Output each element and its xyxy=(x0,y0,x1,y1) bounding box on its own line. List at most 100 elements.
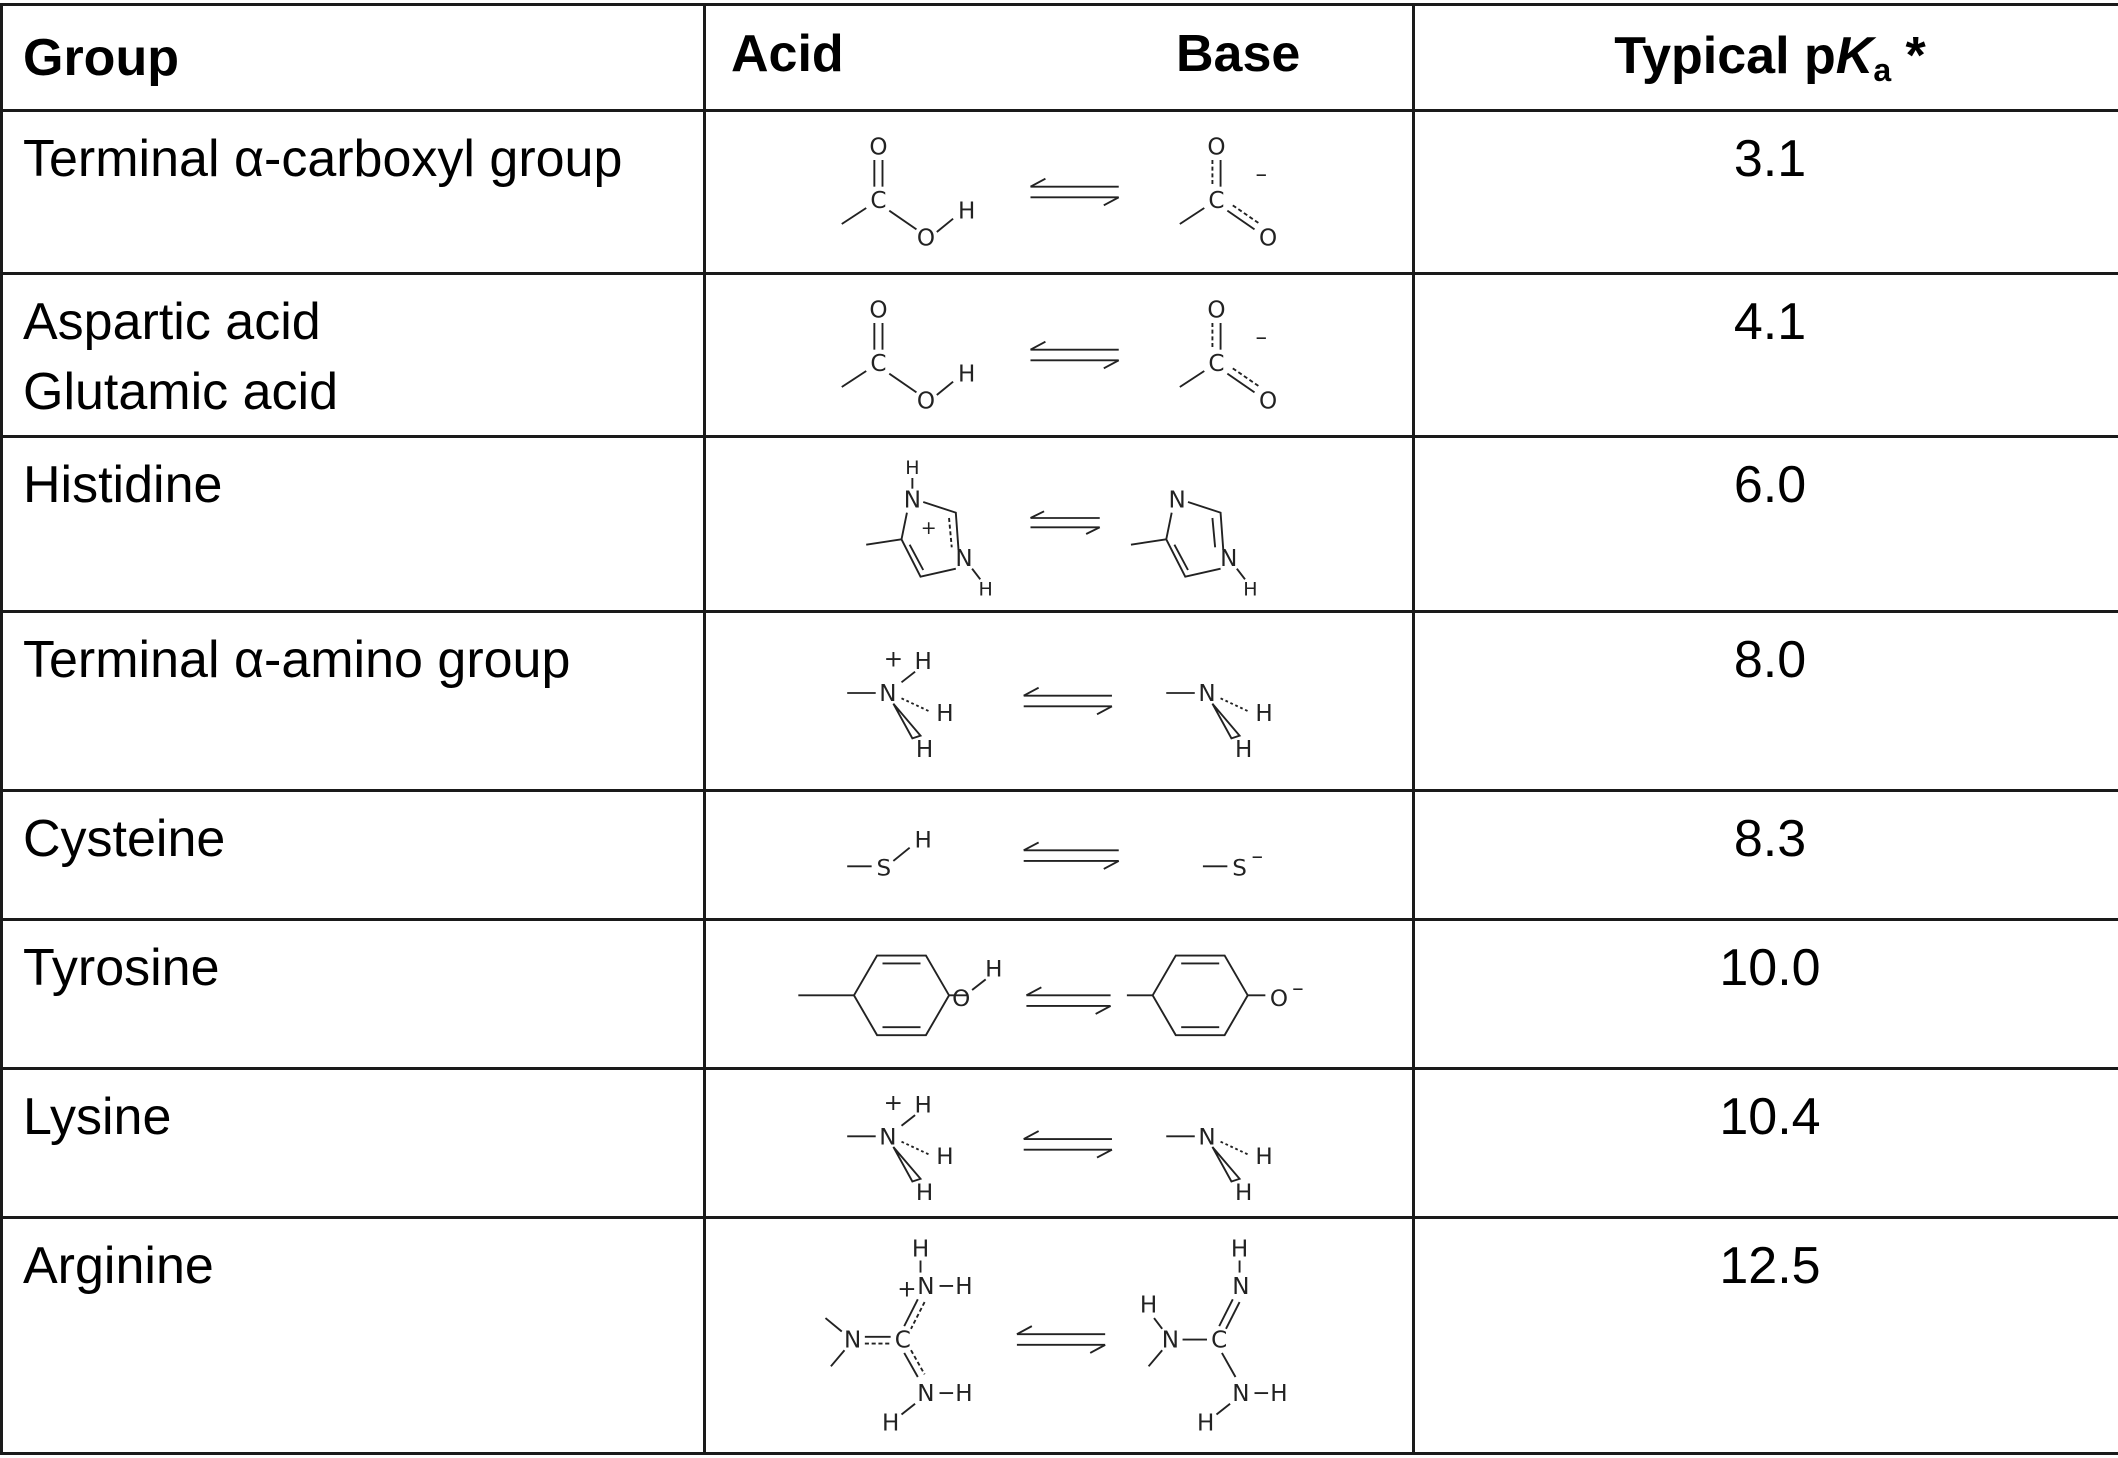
svg-text:H: H xyxy=(916,737,933,763)
pka-value: 12.5 xyxy=(1412,1216,2118,1455)
header-acid-base: Acid Base xyxy=(703,3,1415,112)
svg-text:N: N xyxy=(1198,1125,1215,1151)
svg-text:O: O xyxy=(952,986,970,1012)
svg-text:N: N xyxy=(879,681,896,707)
pka-value: 6.0 xyxy=(1412,435,2118,613)
header-acid: Acid xyxy=(731,25,844,83)
group-cell: Arginine xyxy=(0,1216,706,1455)
svg-text:N: N xyxy=(844,1328,861,1354)
svg-text:H: H xyxy=(1270,1381,1287,1407)
pka-value: 10.4 xyxy=(1412,1067,2118,1219)
header-group: Group xyxy=(0,3,706,112)
group-cell: Histidine xyxy=(0,435,706,613)
svg-text:H: H xyxy=(1235,1180,1252,1206)
svg-text:H: H xyxy=(979,579,993,600)
pka-value: 8.3 xyxy=(1412,789,2118,921)
group-line: Aspartic acid xyxy=(23,293,321,351)
svg-text:H: H xyxy=(1255,701,1272,727)
svg-text:H: H xyxy=(915,828,932,854)
svg-text:H: H xyxy=(905,458,919,479)
svg-text:C: C xyxy=(1208,188,1224,214)
phenol-equilibrium-image: OH O – xyxy=(798,954,1304,1037)
svg-text:H: H xyxy=(936,701,953,727)
structure-cell: + H N H H N H H xyxy=(703,1067,1415,1219)
pka-value: 10.0 xyxy=(1412,918,2118,1070)
group-cell: Cysteine xyxy=(0,789,706,921)
header-group-label: Group xyxy=(23,28,179,87)
svg-text:–: – xyxy=(1256,162,1268,188)
thiol-equilibrium-image: S H S – xyxy=(847,828,1263,882)
svg-text:S: S xyxy=(877,856,892,882)
structure-cell: + H N H H N H H xyxy=(703,610,1415,792)
svg-text:H: H xyxy=(915,649,932,675)
group-cell: Terminal α-amino group xyxy=(0,610,706,792)
svg-text:–: – xyxy=(1251,844,1263,870)
header-pka: Typical pKa * xyxy=(1412,3,2118,112)
svg-text:H: H xyxy=(912,1237,929,1263)
svg-text:H: H xyxy=(958,199,975,225)
svg-text:+: + xyxy=(884,647,903,673)
svg-text:H: H xyxy=(955,1381,972,1407)
svg-text:O: O xyxy=(917,226,935,252)
svg-text:H: H xyxy=(1255,1144,1272,1170)
svg-text:H: H xyxy=(955,1274,972,1300)
svg-text:O: O xyxy=(1270,986,1288,1012)
pka-k: K xyxy=(1835,27,1874,85)
carboxyl-equilibrium-image: O C OH O C O– xyxy=(841,298,1277,415)
svg-text:N: N xyxy=(1232,1274,1249,1300)
svg-text:C: C xyxy=(1211,1328,1227,1354)
svg-text:–: – xyxy=(1292,976,1304,1002)
svg-text:C: C xyxy=(1208,351,1224,377)
pka-table: Group Acid Base Typical pKa * Terminal α… xyxy=(0,3,2118,1455)
svg-text:O: O xyxy=(1207,135,1225,161)
svg-text:H: H xyxy=(915,1093,932,1119)
svg-text:O: O xyxy=(1207,298,1225,324)
svg-text:H: H xyxy=(1197,1411,1214,1437)
svg-text:+: + xyxy=(897,1277,916,1303)
svg-text:H: H xyxy=(1235,737,1252,763)
svg-text:H: H xyxy=(1140,1293,1157,1319)
group-cell: Lysine xyxy=(0,1067,706,1219)
svg-text:C: C xyxy=(870,351,886,377)
svg-text:N: N xyxy=(1168,488,1185,514)
svg-text:N: N xyxy=(1232,1381,1249,1407)
svg-text:–: – xyxy=(1256,325,1268,351)
svg-text:H: H xyxy=(936,1144,953,1170)
imidazole-equilibrium-image: H N NH + N NH xyxy=(866,458,1258,600)
svg-text:H: H xyxy=(1243,579,1257,600)
svg-text:O: O xyxy=(1259,389,1277,415)
svg-text:+: + xyxy=(884,1090,903,1116)
svg-text:H: H xyxy=(882,1411,899,1437)
group-cell: Aspartic acid Glutamic acid xyxy=(0,272,706,438)
pka-value: 3.1 xyxy=(1412,109,2118,275)
pka-suffix: * xyxy=(1891,27,1926,85)
table-row: Lysine + H N H H N H H 10.4 xyxy=(0,1067,2118,1219)
pka-prefix: Typical p xyxy=(1614,27,1836,85)
svg-text:O: O xyxy=(869,298,887,324)
svg-text:N: N xyxy=(879,1125,896,1151)
header-row: Group Acid Base Typical pKa * xyxy=(0,3,2118,112)
group-cell: Tyrosine xyxy=(0,918,706,1070)
svg-text:C: C xyxy=(895,1328,911,1354)
pka-value: 8.0 xyxy=(1412,610,2118,792)
group-line: Glutamic acid xyxy=(23,363,338,421)
structure-cell: S H S – xyxy=(703,789,1415,921)
amine-equilibrium-image: + H N H H N H H xyxy=(847,1090,1273,1206)
svg-text:S: S xyxy=(1232,856,1247,882)
svg-text:H: H xyxy=(1231,1237,1248,1263)
table-row: Cysteine S H S – 8.3 xyxy=(0,789,2118,921)
header-base: Base xyxy=(1176,25,1301,83)
svg-text:N: N xyxy=(1198,681,1215,707)
svg-text:N: N xyxy=(1162,1328,1179,1354)
pka-value: 4.1 xyxy=(1412,272,2118,438)
